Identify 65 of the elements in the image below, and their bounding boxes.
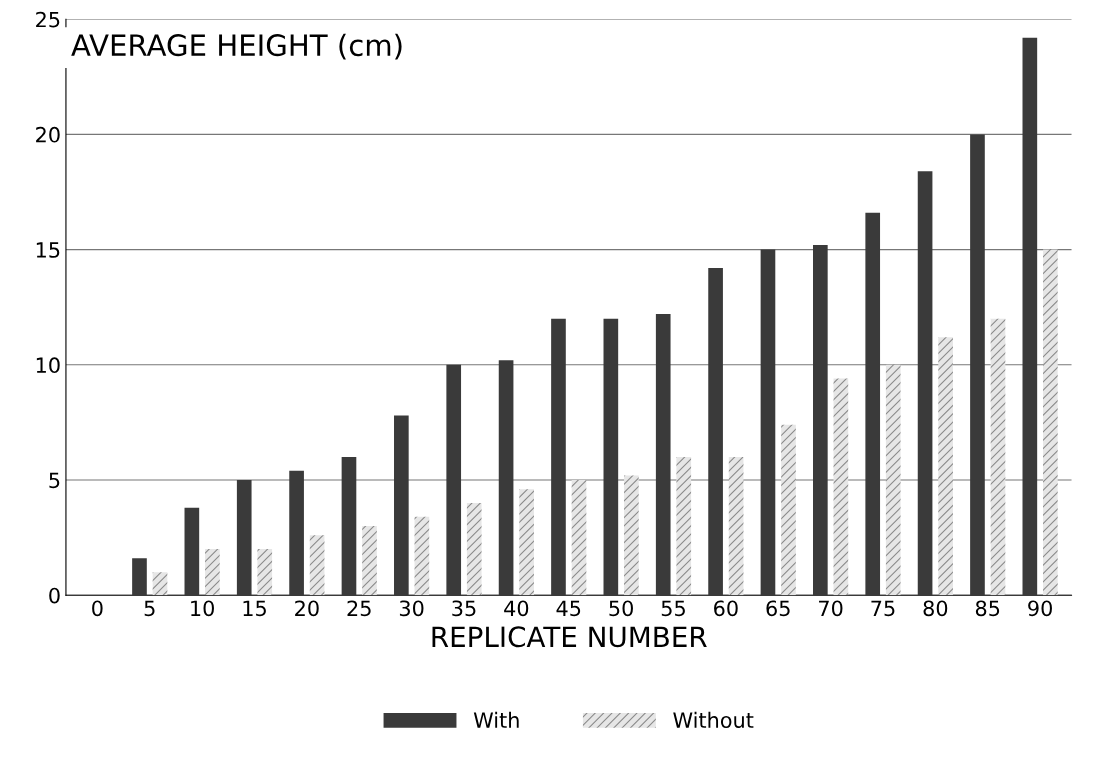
bar — [885, 364, 901, 596]
x-tick-label: 60 — [714, 600, 738, 617]
bar — [833, 378, 849, 596]
bar — [781, 424, 796, 596]
bar — [309, 535, 325, 596]
x-tick-label: 70 — [819, 600, 843, 617]
bar — [676, 456, 692, 596]
bar — [446, 364, 462, 596]
bar — [603, 318, 619, 596]
y-tick-label: 5 — [49, 472, 60, 489]
bar — [970, 134, 985, 596]
y-tick-label: 20 — [36, 126, 60, 143]
x-tick-label: 20 — [295, 600, 319, 617]
bar — [655, 314, 671, 596]
x-tick-label: 30 — [399, 600, 424, 617]
bar — [152, 572, 168, 596]
x-tick-label: 25 — [347, 600, 371, 617]
bar — [813, 244, 828, 596]
x-tick-label: 10 — [191, 600, 214, 617]
legend-label: Without — [673, 711, 754, 728]
y-tick-label: 10 — [36, 357, 60, 374]
x-tick-label: 55 — [661, 600, 685, 617]
y-tick-label: 25 — [36, 11, 60, 28]
bar — [865, 212, 881, 596]
x-tick-label: 40 — [504, 600, 529, 617]
x-tick-label: 0 — [92, 600, 103, 617]
bar — [624, 475, 639, 596]
bar — [708, 268, 723, 596]
bar — [362, 526, 377, 596]
bar — [414, 516, 430, 596]
x-tick-label: 35 — [452, 600, 476, 617]
x-tick-label: 90 — [1028, 600, 1052, 617]
bar — [132, 558, 147, 596]
x-tick-label: 5 — [144, 600, 155, 617]
bar — [571, 480, 587, 596]
bar — [917, 171, 933, 596]
bar — [466, 503, 482, 596]
x-tick-label: 75 — [871, 600, 895, 617]
x-tick-label: 50 — [609, 600, 633, 617]
y-axis-title: AVERAGE HEIGHT (cm) — [71, 33, 402, 60]
bar — [184, 507, 200, 596]
bar — [341, 456, 357, 596]
bar — [938, 337, 953, 596]
x-axis-title: REPLICATE NUMBER — [432, 626, 707, 648]
bar — [1022, 37, 1038, 596]
x-tick-label: 15 — [243, 600, 266, 617]
x-tick-label: 65 — [766, 600, 790, 617]
bar — [760, 249, 776, 596]
y-tick-label: 0 — [49, 587, 60, 604]
bar — [289, 470, 304, 596]
x-tick-label: 45 — [556, 600, 581, 617]
x-tick-label: 85 — [975, 600, 1000, 617]
bar — [257, 549, 273, 596]
y-tick-label: 15 — [36, 242, 60, 258]
bar — [236, 480, 252, 596]
bar — [990, 318, 1006, 596]
bar — [519, 489, 534, 596]
bar — [498, 360, 514, 596]
bar — [551, 318, 566, 596]
x-tick-label: 80 — [923, 600, 948, 617]
bar — [728, 456, 744, 596]
bar — [1043, 249, 1058, 596]
legend-label: With — [473, 711, 519, 728]
bar — [394, 415, 409, 596]
bar — [205, 549, 220, 596]
